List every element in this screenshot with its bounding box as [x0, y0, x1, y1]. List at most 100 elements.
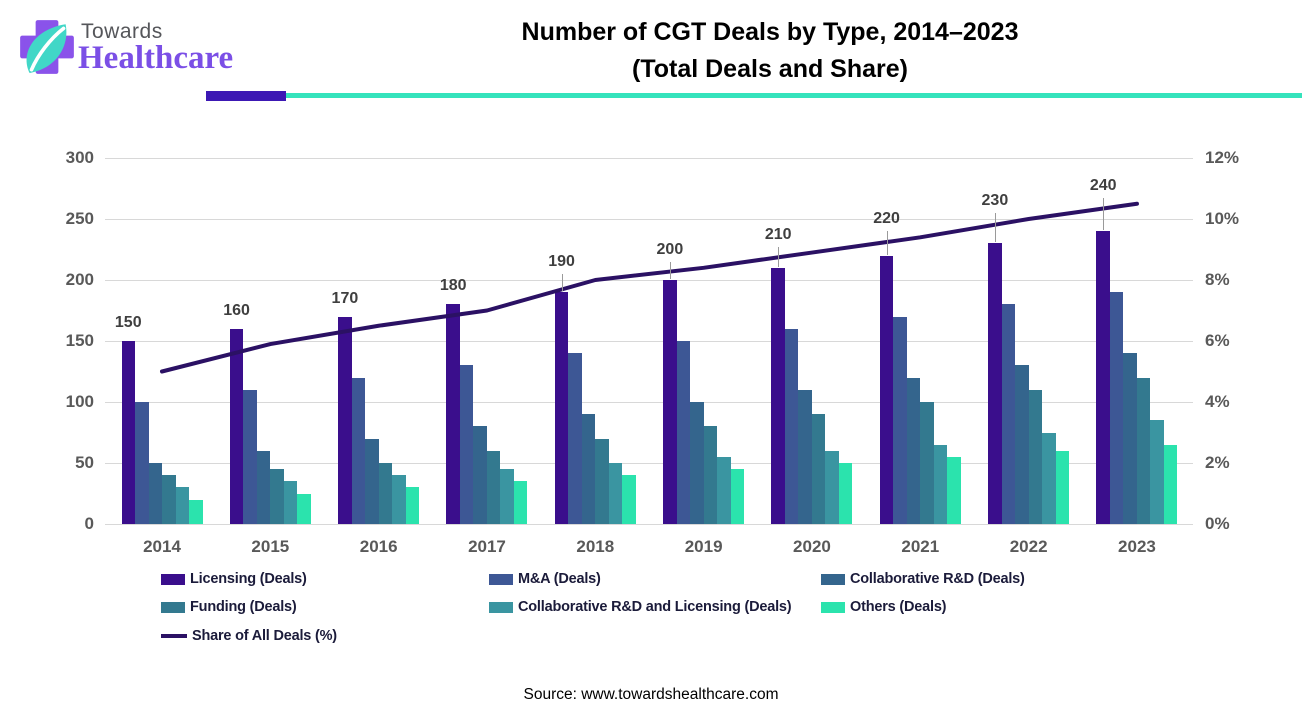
bar-2023-s3 [1123, 353, 1137, 524]
y-axis-tick: 50 [75, 453, 94, 472]
x-axis-label: 2017 [468, 537, 506, 556]
y2-axis-tick: 12% [1205, 148, 1240, 167]
x-axis-label: 2023 [1118, 537, 1156, 556]
bar-2017-s5 [500, 469, 514, 524]
bar-2018-s3 [581, 414, 596, 524]
bar-value-label: 220 [873, 210, 900, 228]
y-axis-tick: 100 [65, 392, 94, 411]
bar-2021-s6 [947, 456, 961, 524]
y2-axis-tick: 0% [1205, 514, 1230, 533]
x-axis-label: 2022 [1009, 537, 1048, 556]
legend-color-swatch [489, 601, 513, 613]
bar-2015-s2 [243, 389, 257, 524]
gridline [105, 524, 1193, 525]
legend-label: M&A (Deals) [518, 571, 601, 587]
bar-2023-s2 [1109, 292, 1124, 524]
label-leader-line [561, 274, 563, 292]
bar-2015-s6 [297, 493, 311, 524]
bar-2022-s2 [1001, 304, 1016, 524]
bar-2014-s2 [135, 402, 149, 524]
legend-item-3: Collaborative R&D (Deals) [821, 571, 1025, 587]
legend-item-1: Licensing (Deals) [161, 571, 307, 587]
bar-2019-s3 [690, 402, 704, 524]
legend-label: Share of All Deals (%) [192, 628, 337, 644]
x-axis-label: 2019 [684, 537, 723, 556]
bar-value-label: 240 [1089, 176, 1117, 194]
bar-2021-s3 [906, 377, 921, 524]
x-axis-label: 2016 [359, 537, 398, 556]
legend-color-swatch [489, 573, 513, 585]
logo-text-towards: Towards [81, 20, 163, 43]
label-leader-line [1103, 197, 1105, 231]
label-leader-line [886, 231, 888, 255]
bar-2019-s4 [703, 426, 718, 524]
bar-2017-s4 [486, 450, 501, 524]
bar-2014-s4 [162, 475, 176, 524]
towards-healthcare-logo-icon [20, 20, 74, 74]
bar-2020-s5 [825, 450, 839, 524]
legend-color-swatch [161, 601, 185, 613]
bar-2020-s2 [784, 328, 799, 524]
bar-2022-s3 [1015, 365, 1029, 524]
bar-2023-s4 [1136, 377, 1151, 524]
bar-2015-s4 [270, 469, 284, 524]
decorative-rule-purple [206, 91, 286, 101]
chart-title-line2: (Total Deals and Share) [632, 55, 908, 83]
gridline [105, 158, 1193, 159]
bar-2022-s6 [1055, 450, 1070, 524]
legend-color-swatch [821, 601, 845, 613]
legend-label: Licensing (Deals) [190, 571, 307, 587]
bar-2018-s1 [554, 292, 569, 524]
bar-2017-s2 [459, 365, 474, 524]
y2-axis-tick: 10% [1205, 209, 1240, 228]
bar-value-label: 160 [223, 301, 250, 319]
gridline [105, 463, 1193, 464]
bar-2016-s2 [351, 377, 366, 524]
legend-item-7: Share of All Deals (%) [161, 628, 337, 644]
x-axis-label: 2020 [793, 537, 831, 556]
bar-2021-s2 [893, 316, 907, 524]
x-axis-label: 2018 [576, 537, 615, 556]
bar-2016-s3 [365, 438, 379, 524]
bar-2016-s4 [378, 463, 393, 524]
bar-2017-s1 [446, 304, 460, 524]
bar-2021-s1 [879, 255, 894, 524]
y-axis-tick: 250 [65, 209, 94, 228]
legend-item-6: Others (Deals) [821, 599, 947, 615]
bar-2016-s6 [405, 487, 420, 524]
bar-2020-s3 [798, 389, 812, 524]
decorative-rule-teal [286, 93, 1302, 98]
y-axis-tick: 200 [65, 270, 94, 289]
x-axis-label: 2015 [251, 537, 290, 556]
bar-2018-s6 [622, 475, 636, 524]
logo-text-healthcare: Healthcare [78, 40, 234, 76]
y-axis-tick: 300 [65, 148, 94, 167]
bar-2019-s5 [717, 456, 731, 524]
bar-2014-s1 [121, 341, 135, 524]
bar-2023-s5 [1150, 420, 1164, 524]
source-text: Source: www.towardshealthcare.com [523, 686, 779, 703]
legend-color-swatch [821, 573, 845, 585]
chart-title-line1: Number of CGT Deals by Type, 2014–2023 [521, 18, 1019, 46]
legend-label: Collaborative R&D (Deals) [850, 571, 1025, 587]
y2-axis-tick: 8% [1205, 270, 1230, 289]
legend-item-2: M&A (Deals) [489, 571, 601, 587]
label-leader-line [778, 246, 780, 267]
bar-value-label: 210 [764, 225, 792, 243]
bar-2015-s5 [283, 481, 298, 524]
bar-value-label: 150 [114, 314, 142, 331]
bar-2018-s5 [608, 463, 623, 524]
bar-2017-s6 [513, 481, 528, 524]
bar-value-label: 170 [331, 289, 359, 307]
bar-2019-s6 [730, 469, 745, 524]
gridline [105, 341, 1193, 342]
y-axis-tick: 150 [65, 331, 94, 350]
bar-2020-s4 [811, 414, 826, 524]
bar-2014-s5 [175, 487, 189, 524]
bar-value-label: 230 [981, 192, 1009, 209]
y2-axis-tick: 4% [1205, 392, 1230, 411]
legend-item-4: Funding (Deals) [161, 599, 297, 615]
bar-2019-s1 [663, 280, 677, 524]
legend-item-5: Collaborative R&D and Licensing (Deals) [489, 599, 792, 615]
